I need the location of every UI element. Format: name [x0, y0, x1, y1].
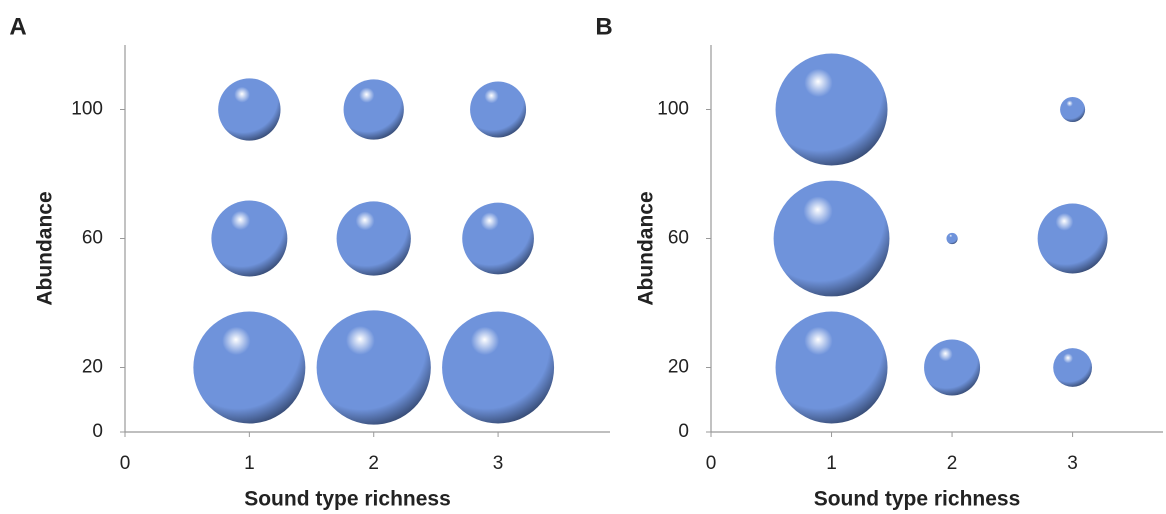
x-tick-label: 3	[493, 453, 504, 474]
x-axis-label: Sound type richness	[244, 488, 451, 511]
x-tick-label: 1	[244, 453, 255, 474]
bubble	[775, 311, 888, 424]
bubble	[1053, 348, 1092, 387]
y-tick-label: 100	[71, 99, 103, 120]
x-tick-label: 2	[947, 453, 958, 474]
y-tick-label: 60	[668, 228, 689, 249]
bubble	[775, 53, 888, 166]
bubble	[211, 200, 288, 277]
bubble	[336, 201, 411, 276]
y-axis-label: Abundance	[635, 191, 658, 305]
y-tick-label: 0	[92, 421, 103, 442]
bubble	[218, 78, 281, 141]
y-tick-label: 20	[668, 357, 689, 378]
y-tick-label: 0	[678, 421, 689, 442]
panel-label: A	[9, 13, 26, 40]
y-tick-label: 60	[82, 228, 103, 249]
panel-label: B	[595, 13, 612, 40]
x-tick-label: 2	[368, 453, 379, 474]
bubble	[1037, 203, 1108, 274]
x-tick-label: 1	[826, 453, 837, 474]
y-tick-label: 100	[657, 99, 689, 120]
bubble	[193, 311, 306, 424]
bubble	[773, 180, 890, 297]
x-tick-label: 0	[706, 453, 717, 474]
x-axis-label: Sound type richness	[814, 488, 1021, 511]
bubble	[946, 232, 958, 245]
y-tick-label: 20	[82, 357, 103, 378]
bubble	[924, 339, 981, 396]
bubble	[462, 202, 534, 275]
x-tick-label: 0	[120, 453, 131, 474]
x-tick-label: 3	[1067, 453, 1078, 474]
y-axis-label: Abundance	[34, 191, 57, 305]
bubble	[470, 81, 527, 138]
bubble	[343, 79, 404, 140]
bubble	[316, 310, 431, 425]
bubble	[1060, 96, 1086, 123]
bubble	[442, 311, 555, 424]
